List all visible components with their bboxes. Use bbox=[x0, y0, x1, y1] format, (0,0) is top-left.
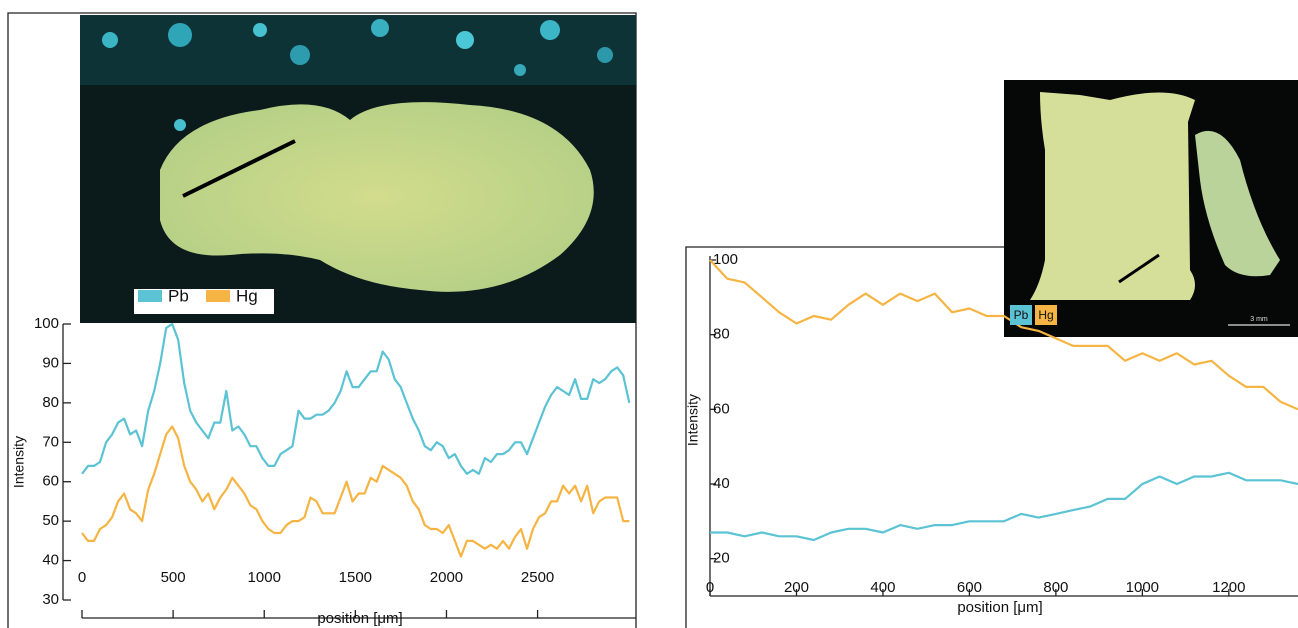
legend-swatch bbox=[1035, 305, 1057, 325]
x-axis-label: position [μm] bbox=[957, 599, 1042, 616]
data-line bbox=[710, 471, 1298, 542]
x-tick-label: 500 bbox=[161, 569, 186, 586]
x-tick-label: 200 bbox=[784, 579, 809, 596]
y-tick-label: 90 bbox=[42, 354, 59, 371]
y-axis-label: Intensity bbox=[685, 394, 701, 446]
x-tick-label: 1000 bbox=[248, 569, 281, 586]
legend-swatch bbox=[206, 290, 230, 302]
y-tick-label: 60 bbox=[713, 400, 730, 417]
data-line bbox=[81, 425, 630, 558]
micrograph bbox=[1004, 80, 1298, 337]
y-tick-label: 80 bbox=[713, 326, 730, 343]
legend-swatch bbox=[1010, 305, 1032, 325]
y-tick-label: 60 bbox=[42, 473, 59, 490]
x-tick-label: 800 bbox=[1043, 579, 1068, 596]
y-tick-label: 40 bbox=[42, 552, 59, 569]
x-tick-label: 2000 bbox=[430, 569, 463, 586]
y-tick-label: 30 bbox=[42, 591, 59, 608]
legend-label: Hg bbox=[1038, 308, 1053, 322]
x-tick-label: 0 bbox=[706, 579, 714, 596]
legend-label: Pb bbox=[168, 286, 189, 305]
micrograph bbox=[80, 15, 636, 323]
x-tick-label: 600 bbox=[957, 579, 982, 596]
x-tick-label: 1200 bbox=[1212, 579, 1245, 596]
x-axis-label: position [μm] bbox=[317, 610, 402, 627]
legend-label: Hg bbox=[236, 286, 258, 305]
x-tick-label: 0 bbox=[78, 569, 86, 586]
data-line bbox=[709, 259, 1298, 411]
x-tick-label: 1000 bbox=[1126, 579, 1159, 596]
y-axis-label: Intensity bbox=[11, 436, 27, 488]
y-tick-label: 100 bbox=[713, 251, 738, 268]
y-tick-label: 100 bbox=[34, 315, 59, 332]
legend-label: Pb bbox=[1014, 308, 1029, 322]
x-tick-label: 400 bbox=[870, 579, 895, 596]
x-tick-label: 2500 bbox=[521, 569, 554, 586]
y-tick-label: 40 bbox=[713, 475, 730, 492]
y-tick-label: 80 bbox=[42, 394, 59, 411]
legend-swatch bbox=[138, 290, 162, 302]
x-tick-label: 1500 bbox=[339, 569, 372, 586]
y-tick-label: 70 bbox=[42, 433, 59, 450]
y-tick-label: 50 bbox=[42, 512, 59, 529]
data-line bbox=[81, 322, 631, 475]
scale-bar-label: 3 mm bbox=[1250, 316, 1268, 323]
y-tick-label: 20 bbox=[713, 550, 730, 567]
